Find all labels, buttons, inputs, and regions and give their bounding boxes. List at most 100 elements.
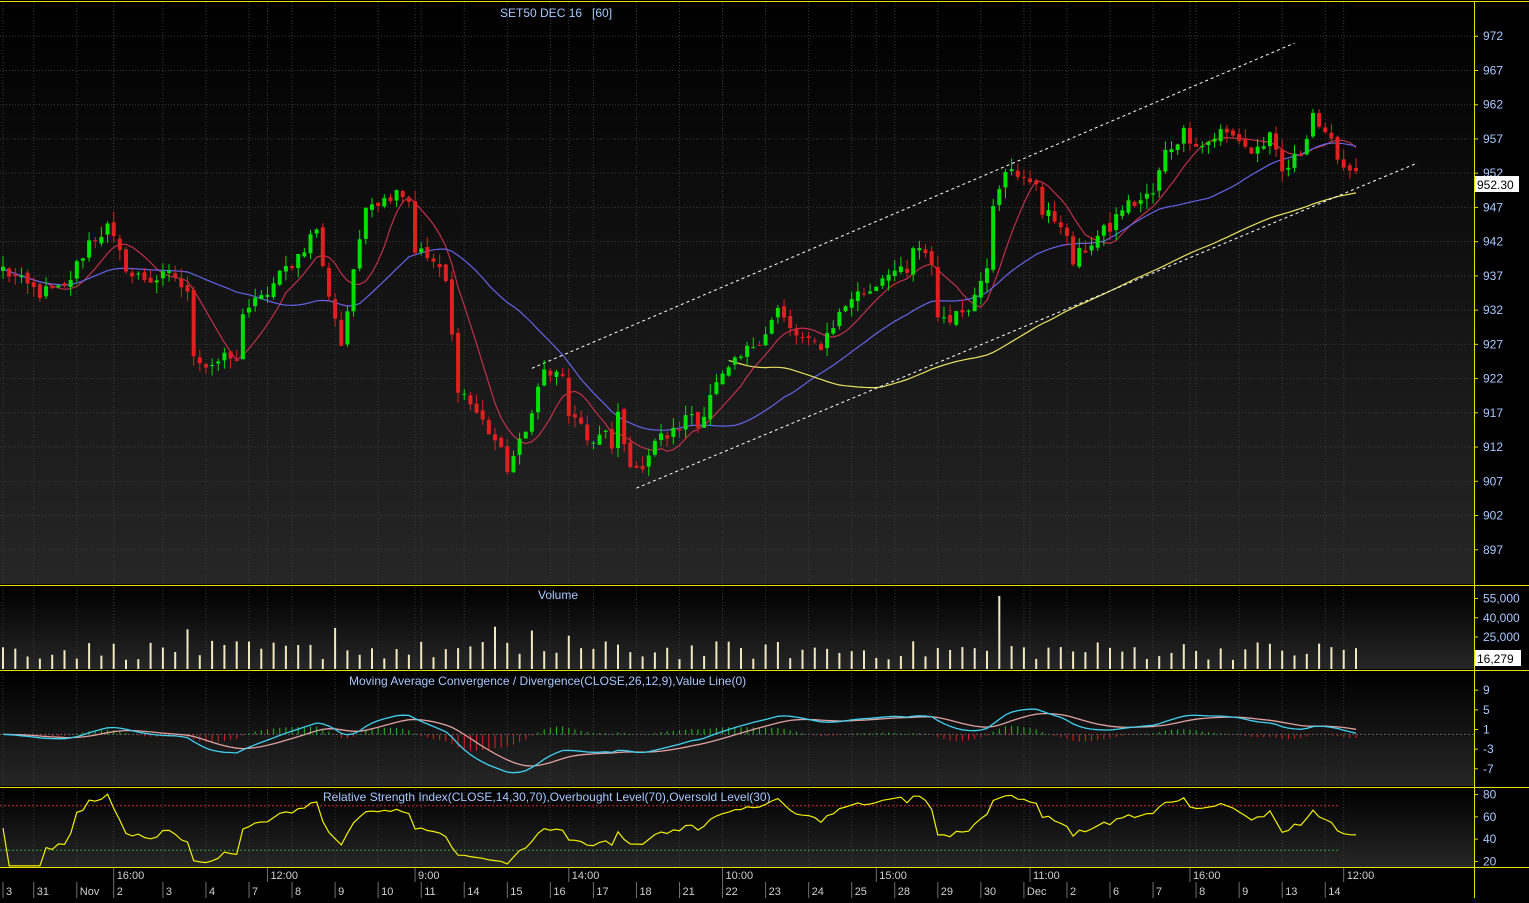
candle-body xyxy=(609,429,614,449)
rsi-layer xyxy=(0,793,1357,867)
macd-panel[interactable] xyxy=(0,673,1474,786)
candle-body xyxy=(1138,200,1143,204)
candle-body xyxy=(1083,250,1088,253)
candle-body xyxy=(1095,235,1100,248)
candle-body xyxy=(400,191,405,198)
candle-body xyxy=(25,272,30,284)
candle-body xyxy=(640,466,645,470)
candle-body xyxy=(739,356,743,358)
candle-body xyxy=(19,275,24,278)
volume-bar xyxy=(641,656,644,669)
volume-bar xyxy=(1047,647,1050,669)
macd-axis-tick-label: -7 xyxy=(1483,762,1494,776)
volume-bar xyxy=(297,644,300,669)
rsi-line xyxy=(2,793,1357,867)
volume-title: Volume xyxy=(538,588,578,602)
price-axis-tick-label: 957 xyxy=(1483,132,1503,146)
volume-bar xyxy=(727,641,730,669)
time-axis-label: 11:00 xyxy=(1033,870,1060,882)
volume-bar xyxy=(494,626,496,669)
candle-body xyxy=(1335,136,1340,160)
volume-bar xyxy=(998,595,1001,669)
candle-body xyxy=(695,411,700,428)
candle-body xyxy=(529,413,534,432)
volume-bar xyxy=(149,642,152,669)
candle-body xyxy=(296,253,301,269)
candle-body xyxy=(339,320,344,346)
candle-body xyxy=(222,352,227,361)
candle-body xyxy=(1077,248,1082,267)
price-axis-tick-label: 947 xyxy=(1483,200,1503,214)
candle-body xyxy=(1317,113,1322,127)
candle-body xyxy=(1292,153,1297,168)
candle-body xyxy=(1280,149,1285,172)
candle-body xyxy=(732,357,737,365)
candle-body xyxy=(560,374,565,376)
time-axis-label: 15:00 xyxy=(879,870,907,882)
candle-body xyxy=(179,278,184,288)
candle-body xyxy=(142,272,147,281)
time-axis-label: 24 xyxy=(812,886,824,898)
volume-panel[interactable] xyxy=(0,587,1474,669)
candle-body xyxy=(443,264,448,282)
candle-body xyxy=(905,268,910,273)
time-axis-label: 21 xyxy=(683,886,695,898)
volume-bar xyxy=(949,649,952,669)
candle-body xyxy=(265,294,270,297)
candle-body xyxy=(1274,133,1279,150)
candle-body xyxy=(1347,165,1352,171)
volume-bar xyxy=(838,652,841,669)
candle-body xyxy=(1200,145,1205,147)
candle-body xyxy=(972,294,977,312)
candle-body xyxy=(1310,113,1315,137)
volume-bar xyxy=(371,648,373,669)
volume-layer xyxy=(2,595,1357,669)
macd-axis-tick-label: 9 xyxy=(1483,683,1490,697)
candle-body xyxy=(1040,186,1045,215)
candle-body xyxy=(1144,193,1149,199)
candle-body xyxy=(167,271,172,273)
candle-body xyxy=(720,373,725,385)
candle-body xyxy=(763,334,768,346)
volume-bar xyxy=(580,648,583,669)
price-panel[interactable] xyxy=(0,2,1474,584)
time-axis-label: 16:00 xyxy=(1193,870,1221,882)
volume-bar xyxy=(1121,651,1124,669)
candle-body xyxy=(247,307,251,313)
volume-bar xyxy=(518,653,521,669)
volume-bar xyxy=(506,642,509,669)
candle-body xyxy=(591,442,596,444)
candle-body xyxy=(923,249,928,254)
candle-body xyxy=(1034,180,1039,185)
time-axis-label: 8 xyxy=(295,886,301,898)
candle-body xyxy=(1231,130,1235,136)
volume-bar xyxy=(604,641,607,669)
axis-layer: 8979029079129179229279329379429479529579… xyxy=(2,29,1520,898)
volume-bar xyxy=(1035,658,1038,669)
candle-body xyxy=(105,223,110,235)
candle-body xyxy=(130,272,135,277)
volume-bar xyxy=(321,658,324,669)
volume-bar xyxy=(666,647,669,669)
candle-body xyxy=(1237,134,1242,142)
candle-body xyxy=(991,206,996,270)
volume-bar xyxy=(358,654,361,669)
candle-body xyxy=(929,251,934,265)
candle-body xyxy=(1175,144,1180,151)
volume-bar xyxy=(186,629,189,669)
volume-bar xyxy=(936,647,939,669)
price-axis-tick-label: 907 xyxy=(1483,474,1503,488)
candle-body xyxy=(499,437,504,448)
candle-body xyxy=(948,315,953,323)
candle-body xyxy=(462,393,467,395)
volume-bar xyxy=(690,645,693,669)
time-axis-label: 9 xyxy=(1242,886,1248,898)
candle-body xyxy=(1089,245,1094,251)
candle-body xyxy=(419,248,424,253)
candle-body xyxy=(1046,210,1051,216)
volume-bar xyxy=(1072,651,1075,669)
volume-bar xyxy=(1232,659,1234,669)
time-axis-label: 18 xyxy=(639,886,651,898)
volume-bar xyxy=(863,650,865,669)
